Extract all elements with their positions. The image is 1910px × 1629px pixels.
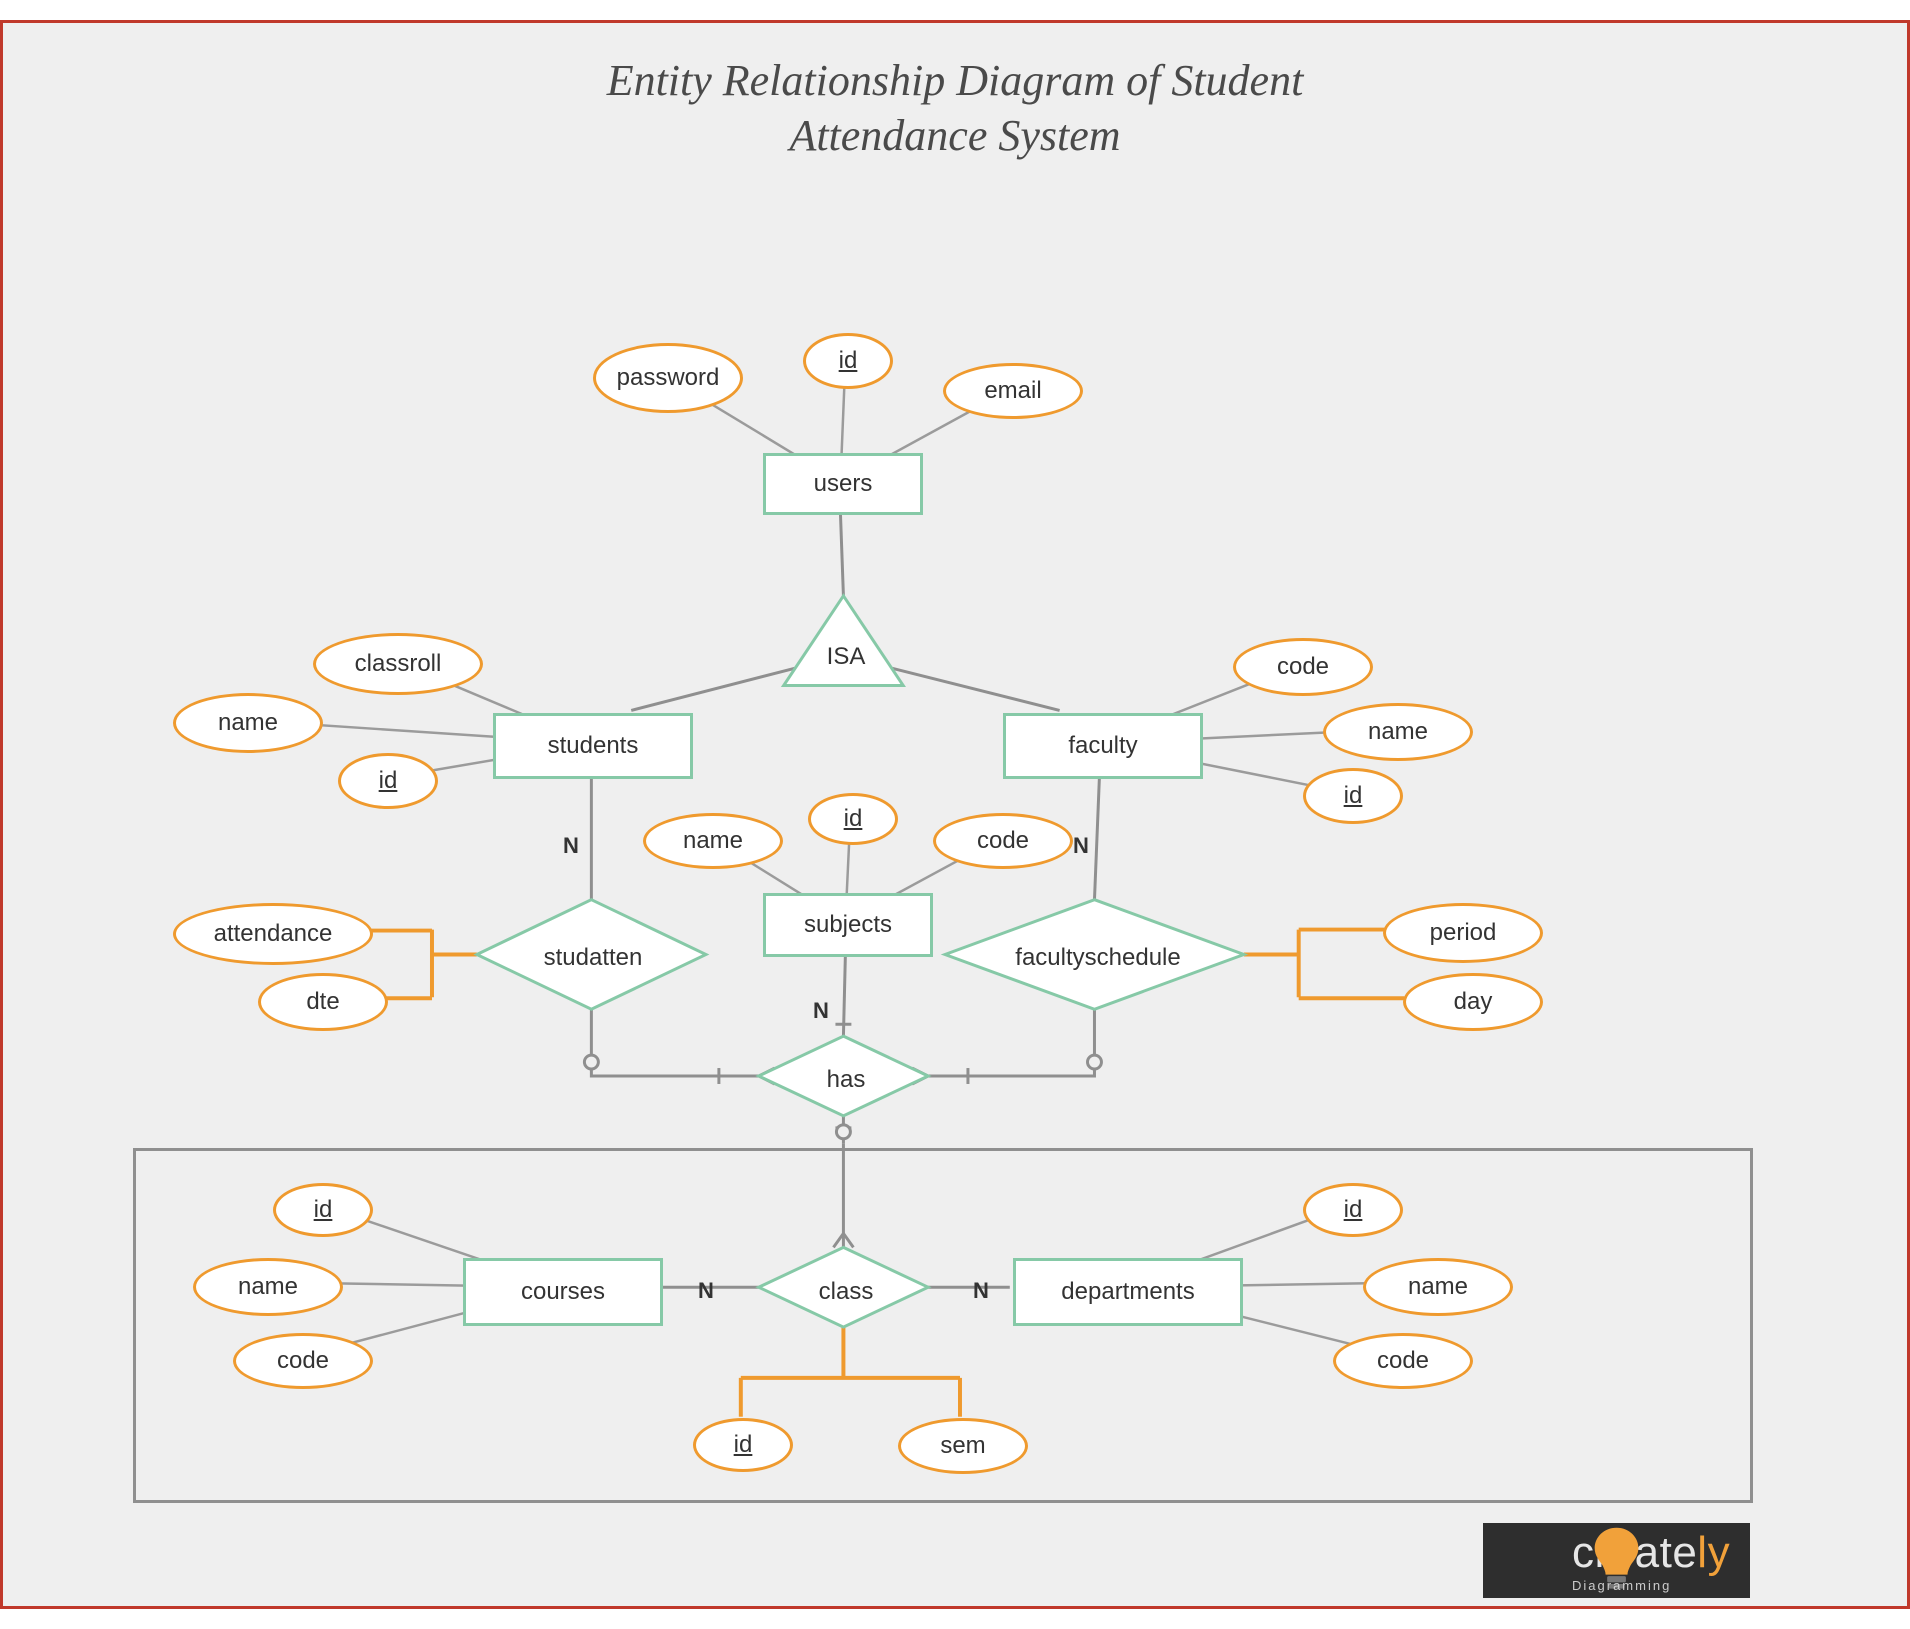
cardinality-courses_N: N (698, 1278, 714, 1304)
creately-logo: createlyDiagramming (1483, 1523, 1750, 1598)
attribute-dept_id: id (1303, 1183, 1403, 1237)
isa-label: ISA (806, 637, 886, 677)
cardinality-subjects_N: N (813, 998, 829, 1024)
entity-users: users (763, 453, 923, 515)
attribute-dept_name: name (1363, 1258, 1513, 1316)
attribute-faculty_name: name (1323, 703, 1473, 761)
attribute-courses_id: id (273, 1183, 373, 1237)
attribute-students_classroll: classroll (313, 633, 483, 695)
attribute-class_id: id (693, 1418, 793, 1472)
attribute-users_id: id (803, 333, 893, 389)
attribute-facsched_period: period (1383, 903, 1543, 963)
attribute-dept_code: code (1333, 1333, 1473, 1389)
attribute-students_id: id (338, 753, 438, 809)
attribute-subjects_name: name (643, 813, 783, 869)
entity-students: students (493, 713, 693, 779)
entity-subjects: subjects (763, 893, 933, 957)
cardinality-students_N: N (563, 833, 579, 859)
attribute-users_password: password (593, 343, 743, 413)
attribute-courses_code: code (233, 1333, 373, 1389)
lightbulb-icon (1483, 1523, 1558, 1598)
diagram-stage: ISAstudattenfacultyschedulehasclassusers… (3, 23, 1907, 1606)
attribute-courses_name: name (193, 1258, 343, 1316)
entity-courses: courses (463, 1258, 663, 1326)
attribute-studatten_dte: dte (258, 973, 388, 1031)
cardinality-dept_N: N (973, 1278, 989, 1304)
attribute-faculty_id: id (1303, 768, 1403, 824)
attribute-studatten_attendance: attendance (173, 903, 373, 965)
diagram-frame: Entity Relationship Diagram of Student A… (0, 20, 1910, 1609)
attribute-students_name: name (173, 693, 323, 753)
attribute-faculty_code: code (1233, 638, 1373, 696)
attribute-subjects_id: id (808, 793, 898, 845)
entity-faculty: faculty (1003, 713, 1203, 779)
attribute-facsched_day: day (1403, 973, 1543, 1031)
cardinality-faculty_N: N (1073, 833, 1089, 859)
attribute-subjects_code: code (933, 813, 1073, 869)
attribute-class_sem: sem (898, 1418, 1028, 1474)
entity-departments: departments (1013, 1258, 1243, 1326)
attribute-users_email: email (943, 363, 1083, 419)
